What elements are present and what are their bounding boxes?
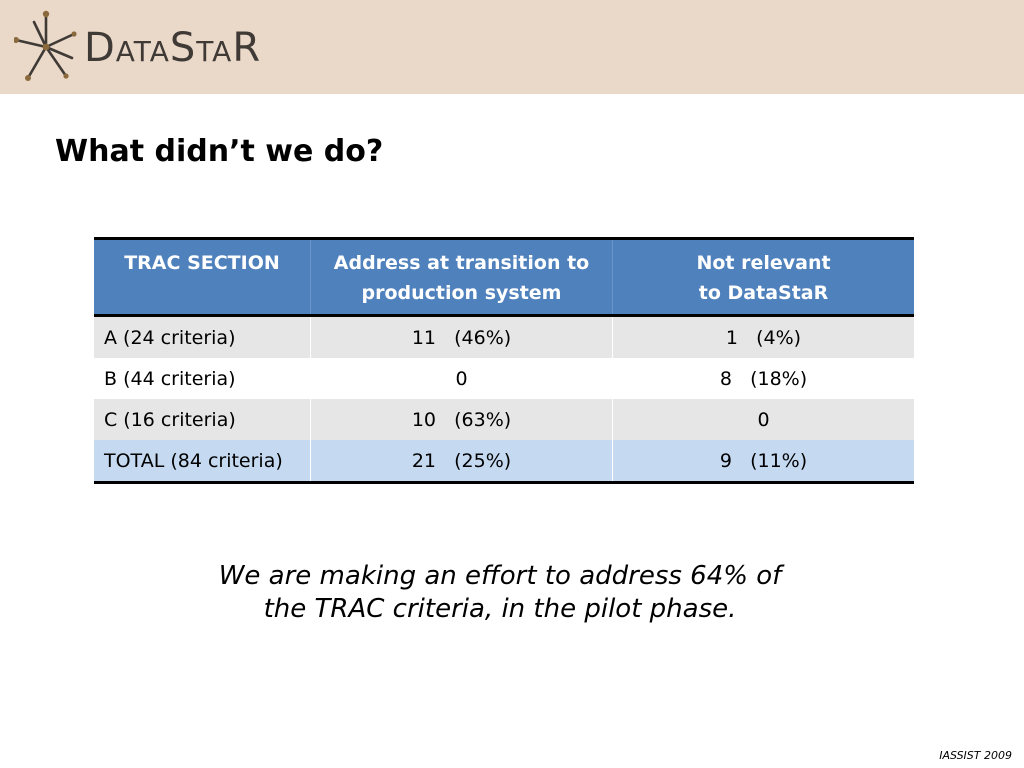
datastar-logo: DataStaR [14,10,261,84]
header-line: Not relevant [696,252,831,274]
cell-section: TOTAL (84 criteria) [94,440,311,484]
table-row: C (16 criteria) 10 (63%) 0 [94,399,914,440]
cell-not-relevant: 8 (18%) [612,358,914,399]
summary-line: the TRAC criteria, in the pilot phase. [263,594,737,624]
summary-statement: We are making an effort to address 64% o… [150,560,850,626]
logo-wordmark: DataStaR [84,25,262,71]
summary-line: We are making an effort to address 64% o… [218,561,782,591]
header-trac-section: TRAC SECTION [94,237,311,317]
header-line: production system [361,282,562,304]
header-band [0,0,1024,94]
header-not-relevant: Not relevant to DataStaR [612,237,914,317]
cell-not-relevant: 9 (11%) [612,440,914,484]
cell-transition: 0 [310,358,613,399]
cell-transition: 11 (46%) [310,315,613,358]
header-line: to DataStaR [698,282,829,304]
trac-criteria-table: TRAC SECTION Address at transition to pr… [94,237,914,484]
star-burst-icon [14,10,77,81]
table-row-total: TOTAL (84 criteria) 21 (25%) 9 (11%) [94,440,914,484]
cell-transition: 10 (63%) [310,399,613,440]
cell-section: B (44 criteria) [94,358,311,399]
cell-section: C (16 criteria) [94,399,311,440]
cell-section: A (24 criteria) [94,315,311,358]
footer-conference-note: IASSIST 2009 [939,749,1012,762]
cell-not-relevant: 0 [612,399,914,440]
table-row: A (24 criteria) 11 (46%) 1 (4%) [94,315,914,358]
slide-title: What didn’t we do? [55,134,384,169]
header-address-at-transition: Address at transition to production syst… [310,237,613,317]
cell-not-relevant: 1 (4%) [612,315,914,358]
header-line: Address at transition to [333,252,590,274]
cell-transition: 21 (25%) [310,440,613,484]
table-header-row: TRAC SECTION Address at transition to pr… [94,237,914,317]
table-row: B (44 criteria) 0 8 (18%) [94,358,914,399]
